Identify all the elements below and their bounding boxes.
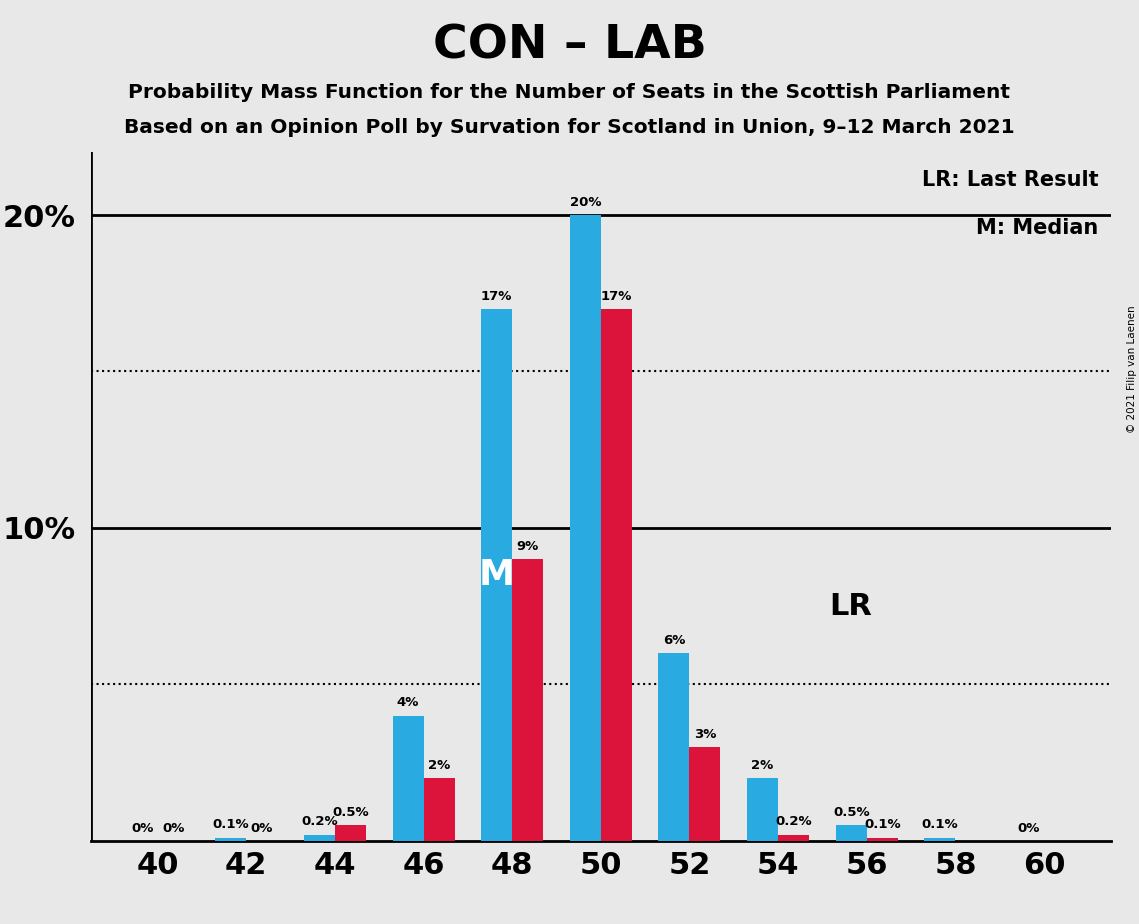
Text: CON – LAB: CON – LAB — [433, 23, 706, 68]
Text: M: Median: M: Median — [976, 218, 1098, 237]
Text: 0.2%: 0.2% — [301, 815, 337, 828]
Text: 2%: 2% — [428, 759, 450, 772]
Bar — [867, 838, 898, 841]
Bar — [658, 653, 689, 841]
Bar — [304, 834, 335, 841]
Bar — [925, 838, 956, 841]
Bar — [570, 215, 601, 841]
Bar — [424, 778, 454, 841]
Text: © 2021 Filip van Laenen: © 2021 Filip van Laenen — [1126, 306, 1137, 433]
Bar — [778, 834, 809, 841]
Text: 0.5%: 0.5% — [833, 806, 869, 819]
Bar — [600, 309, 632, 841]
Text: 0.2%: 0.2% — [776, 815, 812, 828]
Bar — [335, 825, 366, 841]
Text: 9%: 9% — [517, 540, 539, 553]
Text: 17%: 17% — [481, 289, 513, 303]
Text: 0.5%: 0.5% — [333, 806, 369, 819]
Text: 0%: 0% — [1017, 821, 1040, 834]
Text: 17%: 17% — [600, 289, 632, 303]
Text: 0%: 0% — [162, 821, 185, 834]
Text: 6%: 6% — [663, 634, 686, 647]
Text: 3%: 3% — [694, 728, 716, 741]
Text: 0%: 0% — [251, 821, 273, 834]
Text: 4%: 4% — [396, 697, 419, 710]
Bar — [215, 838, 246, 841]
Text: 0%: 0% — [131, 821, 154, 834]
Bar — [836, 825, 867, 841]
Text: 2%: 2% — [752, 759, 773, 772]
Text: Probability Mass Function for the Number of Seats in the Scottish Parliament: Probability Mass Function for the Number… — [129, 83, 1010, 103]
Bar — [747, 778, 778, 841]
Text: LR: LR — [829, 591, 872, 621]
Text: M: M — [478, 558, 515, 592]
Bar — [689, 747, 721, 841]
Text: 20%: 20% — [570, 196, 601, 209]
Text: 0.1%: 0.1% — [921, 819, 958, 832]
Text: 0.1%: 0.1% — [865, 819, 901, 832]
Text: LR: Last Result: LR: Last Result — [921, 170, 1098, 189]
Text: 0.1%: 0.1% — [212, 819, 249, 832]
Text: Based on an Opinion Poll by Survation for Scotland in Union, 9–12 March 2021: Based on an Opinion Poll by Survation fo… — [124, 118, 1015, 138]
Bar — [481, 309, 513, 841]
Bar — [513, 559, 543, 841]
Bar — [393, 716, 424, 841]
